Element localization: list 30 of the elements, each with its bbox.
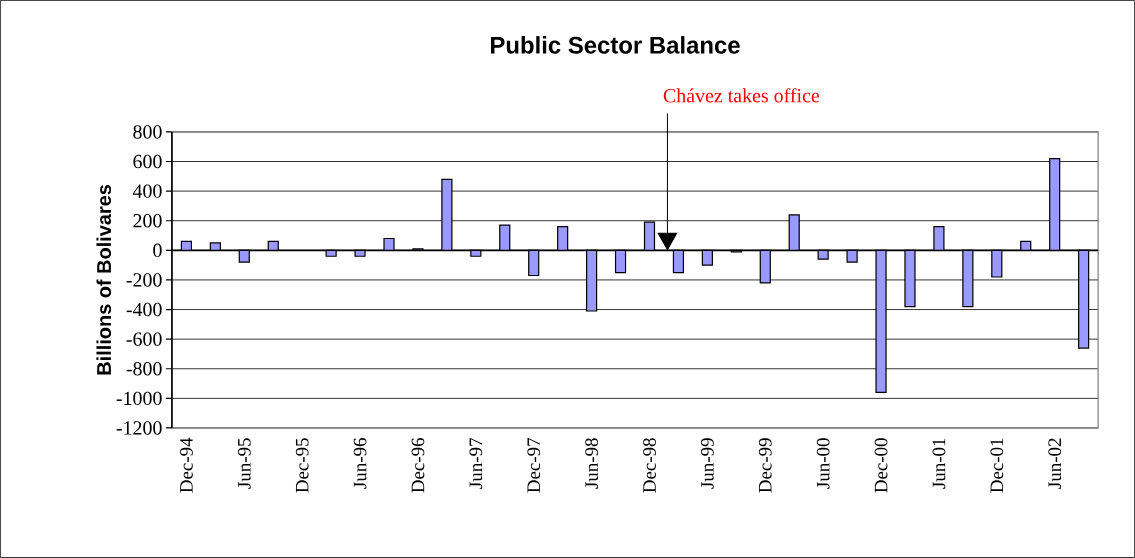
- x-tick-label: Dec-98: [643, 438, 656, 493]
- y-tick-label: 0: [153, 243, 162, 258]
- y-tick-label: -200: [126, 273, 162, 287]
- y-tick-label: -800: [126, 362, 162, 376]
- x-tick-label: Jun-98: [585, 438, 598, 489]
- y-tick-label: 400: [132, 184, 162, 198]
- x-tick-label: Dec-94: [180, 437, 193, 493]
- y-tick-label: 800: [133, 125, 162, 139]
- y-axis-title: Billions of Bolivares: [96, 185, 112, 375]
- y-tick-label: -1200: [116, 421, 162, 435]
- y-tick-label: 200: [133, 214, 162, 228]
- x-tick-label: Dec-99: [758, 438, 772, 493]
- x-tick-label: Jun-96: [353, 438, 367, 489]
- y-tick-label: -400: [126, 302, 162, 317]
- x-tick-label: Jun-95: [237, 438, 251, 489]
- x-tick-label: Dec-00: [874, 438, 888, 493]
- x-tick-label: Dec-96: [411, 438, 425, 493]
- x-tick-label: Jun-02: [1048, 438, 1062, 489]
- x-tick-label: Dec-01: [990, 438, 1004, 493]
- x-tick-label: Jun-00: [816, 438, 830, 489]
- y-tick-label: -600: [126, 332, 162, 346]
- text: Chávez takes office: [663, 88, 820, 103]
- x-tick-label: Jun-99: [701, 438, 714, 489]
- y-tick-label: 600: [133, 154, 162, 169]
- y-tick-label: -1000: [116, 391, 162, 406]
- x-tick-label: Dec-97: [527, 438, 541, 493]
- x-tick-label: Dec-95: [295, 438, 309, 493]
- chart-title: Public Sector Balance: [491, 36, 740, 54]
- x-tick-label: Jun-97: [469, 438, 483, 489]
- x-tick-label: Jun-01: [932, 438, 946, 489]
